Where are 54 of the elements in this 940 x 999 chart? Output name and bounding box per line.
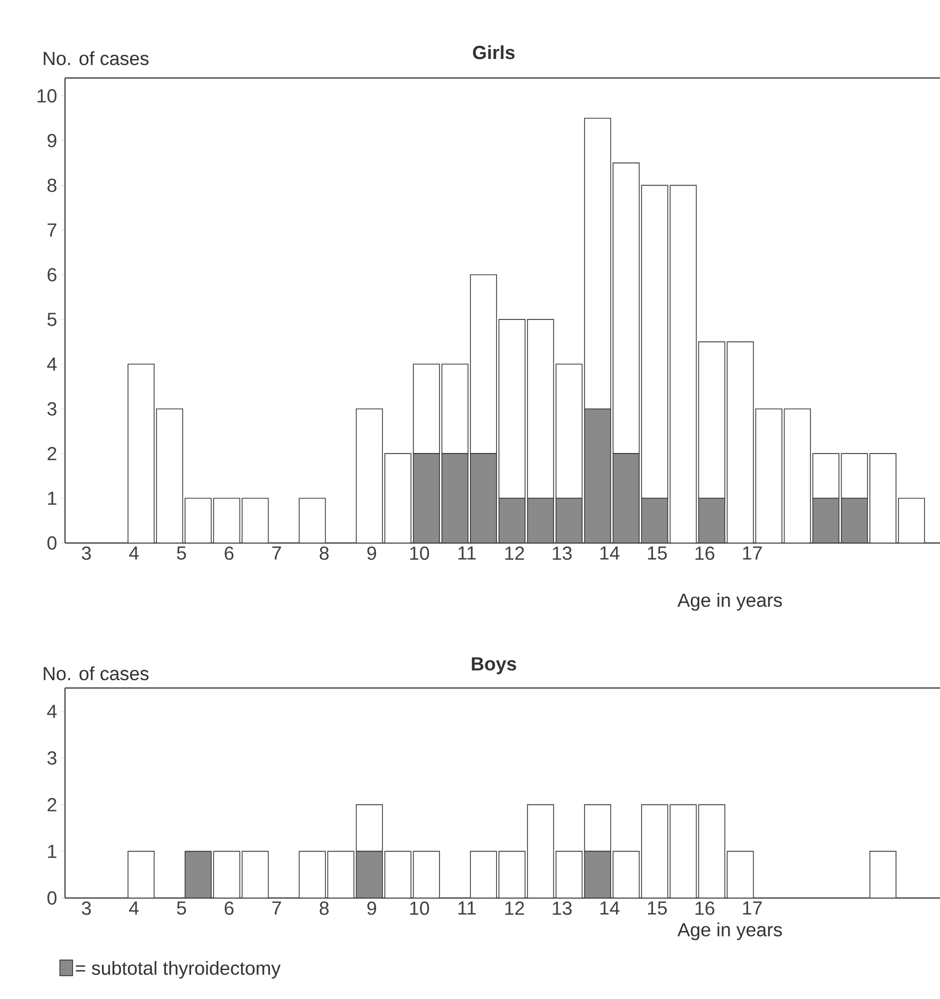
x-tick-label: 13 [552,546,572,560]
x-tick-label: 11 [458,546,476,560]
x-axis-title: Age in years [677,593,782,611]
x-tick-label: 10 [410,902,430,915]
y-tick-label: 5 [47,312,56,326]
x-tick-label: 7 [272,546,281,560]
y-tick-label: 8 [48,178,56,192]
x-tick-label: 8 [320,902,329,915]
x-tick-label: 11 [458,902,476,915]
x-tick-label: 12 [505,546,524,560]
y-tick-label: 2 [48,446,56,460]
chart-title: Boys [472,657,516,674]
x-tick-label: 10 [410,546,430,560]
x-tick-label: 7 [272,902,281,915]
y-tick-label: 0 [47,891,56,905]
x-tick-label: 6 [224,546,234,560]
x-tick-label: 16 [696,546,714,560]
x-tick-label: 14 [600,546,620,560]
y-tick-label: 7 [48,224,56,237]
y-tick-label: 2 [48,798,56,812]
x-tick-label: 3 [82,902,91,915]
x-tick-label: 12 [505,902,524,915]
y-tick-label: 1 [48,492,56,505]
y-tick-label: 3 [47,751,56,765]
y-tick-label: 10 [38,89,56,103]
x-tick-label: 17 [743,902,762,915]
y-tick-label: 6 [48,268,56,282]
x-tick-label: 15 [648,546,667,560]
y-tick-label: 4 [47,358,57,371]
y-axis-title: No. of cases [44,666,149,680]
x-tick-label: 15 [648,902,667,915]
x-axis-title: Age in years [677,922,782,940]
bar [298,498,326,544]
y-tick-label: 0 [47,536,56,550]
y-tick-label: 3 [47,402,56,416]
x-tick-label: 9 [367,546,376,560]
x-tick-label: 8 [320,546,329,560]
y-axis-title: No. of cases [44,51,149,66]
legend-label: = subtotal thyroidectomy [76,960,281,979]
chart-title: Girls [472,45,515,60]
y-tick-label: 9 [48,134,56,148]
x-tick-label: 14 [600,902,620,915]
x-tick-label: 4 [129,546,139,560]
x-tick-label: 5 [176,902,186,915]
x-tick-label: 17 [743,546,762,560]
x-tick-label: 13 [552,902,572,915]
x-tick-label: 6 [224,902,234,915]
x-tick-label: 16 [696,902,714,915]
x-tick-label: 5 [176,546,186,560]
y-tick-label: 1 [48,844,56,858]
x-tick-label: 4 [129,902,139,915]
x-tick-label: 9 [367,902,376,915]
y-tick-label: 4 [47,704,57,718]
x-tick-label: 3 [82,546,91,560]
